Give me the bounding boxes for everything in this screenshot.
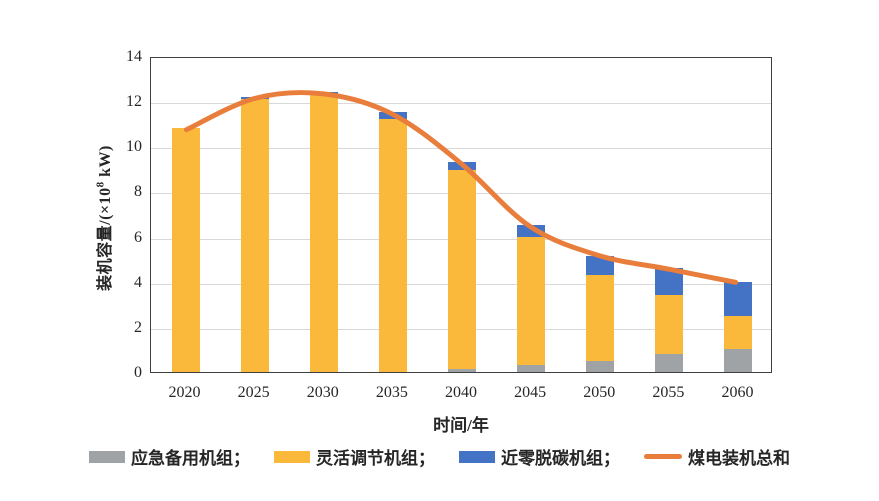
legend-item-3: 煤电装机总和 bbox=[644, 444, 790, 469]
plot-area bbox=[150, 57, 772, 373]
x-tick-label-2020: 2020 bbox=[168, 384, 201, 401]
bar-2040 bbox=[448, 56, 476, 372]
legend-item-1: 灵活调节机组； bbox=[274, 444, 435, 469]
bar-segment-应急备用机组-2050 bbox=[586, 360, 615, 372]
x-tick-label-2040: 2040 bbox=[445, 384, 477, 401]
bar-segment-近零脱碳机组-2025 bbox=[240, 96, 269, 99]
legend-label-0: 应急备用机组； bbox=[131, 449, 250, 468]
bar-2050 bbox=[586, 56, 615, 372]
bar-segment-近零脱碳机组-2040 bbox=[448, 162, 476, 170]
bar-segment-应急备用机组-2060 bbox=[724, 349, 753, 372]
bar-segment-灵活调节机组-2025 bbox=[240, 98, 269, 372]
x-tick-label-2045: 2045 bbox=[514, 384, 547, 401]
x-tick-label-2050: 2050 bbox=[583, 384, 616, 401]
y-tick-label-6: 6 bbox=[134, 228, 142, 246]
legend-label-3: 煤电装机总和 bbox=[688, 449, 790, 468]
x-tick-label-2060: 2060 bbox=[721, 384, 754, 401]
bar-2035 bbox=[378, 56, 407, 372]
y-tick-label-10: 10 bbox=[126, 138, 142, 156]
bar-2055 bbox=[655, 56, 684, 372]
x-tick-label-2025: 2025 bbox=[237, 384, 270, 401]
x-tick-label-2030: 2030 bbox=[306, 384, 339, 401]
bar-segment-近零脱碳机组-2050 bbox=[586, 255, 615, 275]
legend: 应急备用机组； 灵活调节机组； 近零脱碳机组； 煤电装机总和 bbox=[0, 444, 879, 469]
y-tick-label-4: 4 bbox=[134, 273, 142, 291]
bar-2020 bbox=[171, 56, 200, 372]
bar-segment-灵活调节机组-2055 bbox=[655, 295, 684, 354]
bar-segment-近零脱碳机组-2055 bbox=[655, 268, 684, 296]
bar-segment-近零脱碳机组-2030 bbox=[309, 92, 338, 95]
bar-segment-近零脱碳机组-2060 bbox=[724, 281, 753, 316]
legend-label-2: 近零脱碳机组； bbox=[501, 449, 620, 468]
legend-swatch-bar-1 bbox=[274, 450, 310, 463]
legend-item-0: 应急备用机组； bbox=[89, 444, 250, 469]
bar-segment-应急备用机组-2040 bbox=[448, 368, 476, 372]
bar-segment-应急备用机组-2045 bbox=[517, 365, 546, 372]
bar-segment-灵活调节机组-2020 bbox=[171, 128, 200, 372]
y-axis-title: 装机容量/(×108 kW) bbox=[91, 68, 115, 368]
legend-label-1: 灵活调节机组； bbox=[316, 449, 435, 468]
bar-2030 bbox=[309, 56, 338, 372]
y-tick-label-14: 14 bbox=[126, 48, 142, 65]
bar-segment-灵活调节机组-2035 bbox=[378, 119, 407, 372]
x-tick-label-2055: 2055 bbox=[652, 384, 685, 401]
legend-swatch-bar-2 bbox=[459, 450, 495, 463]
bar-segment-应急备用机组-2055 bbox=[655, 353, 684, 372]
bar-segment-近零脱碳机组-2035 bbox=[378, 112, 407, 120]
y-axis-title-superscript: 8 bbox=[94, 181, 107, 188]
y-tick-label-0: 0 bbox=[134, 364, 142, 381]
bar-segment-近零脱碳机组-2045 bbox=[517, 225, 546, 237]
legend-item-2: 近零脱碳机组； bbox=[459, 444, 620, 469]
x-axis-title: 时间/年 bbox=[433, 416, 489, 435]
bar-segment-灵活调节机组-2050 bbox=[586, 274, 615, 361]
x-tick-label-2035: 2035 bbox=[375, 384, 408, 401]
bar-2060 bbox=[724, 56, 753, 372]
y-tick-label-8: 8 bbox=[134, 183, 142, 201]
y-axis-title-unit: kW) bbox=[97, 145, 114, 182]
legend-swatch-bar-0 bbox=[89, 450, 125, 463]
bar-segment-灵活调节机组-2045 bbox=[517, 236, 546, 366]
bar-segment-灵活调节机组-2030 bbox=[309, 94, 338, 372]
y-tick-label-2: 2 bbox=[134, 318, 142, 336]
bar-segment-灵活调节机组-2040 bbox=[448, 170, 476, 369]
bar-2025 bbox=[240, 56, 269, 372]
y-axis-title-text: 装机容量/(×10 bbox=[97, 187, 114, 291]
legend-swatch-line-3 bbox=[644, 454, 682, 459]
bar-2045 bbox=[517, 56, 546, 372]
y-tick-label-12: 12 bbox=[126, 93, 142, 111]
bar-segment-灵活调节机组-2060 bbox=[724, 315, 753, 350]
